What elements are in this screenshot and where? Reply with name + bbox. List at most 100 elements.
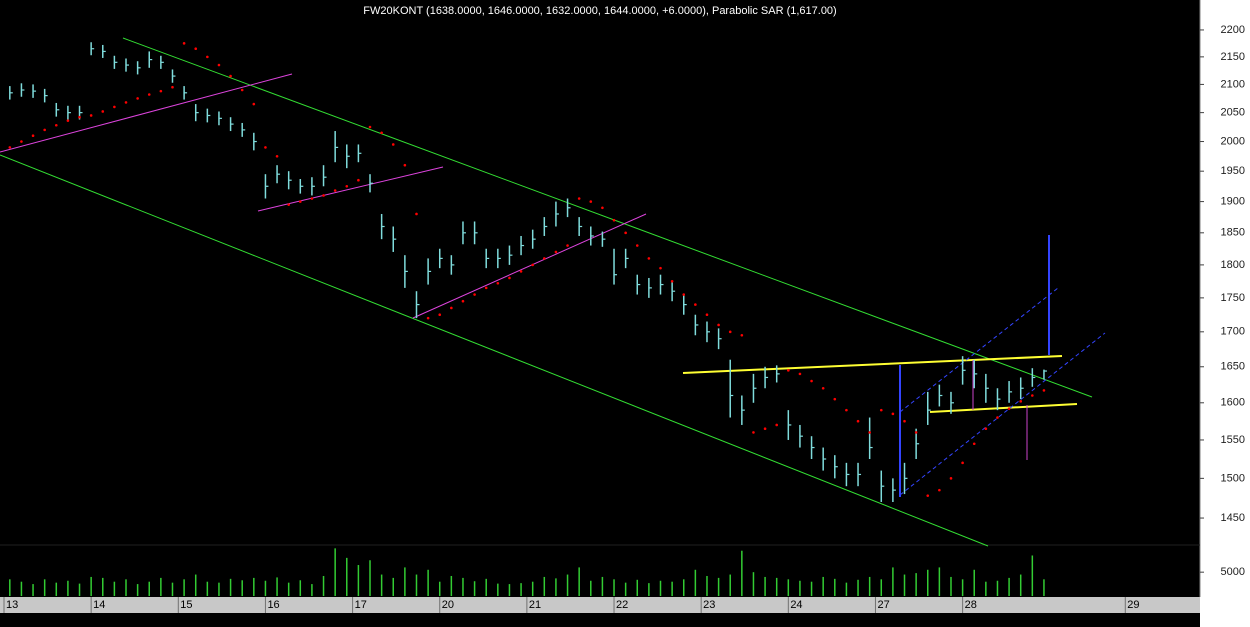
volume-bar <box>20 581 23 596</box>
volume-bar <box>9 579 11 596</box>
sar-dot <box>914 431 918 434</box>
sar-dot <box>856 419 860 423</box>
volume-bar <box>985 581 987 596</box>
sar-dot <box>252 102 256 106</box>
sar-dot <box>101 110 105 113</box>
sar-dot <box>8 146 12 149</box>
volume-bar <box>996 580 999 596</box>
sar-dot <box>333 189 337 192</box>
volume-bar <box>1043 579 1045 596</box>
sar-dot <box>1042 389 1046 392</box>
sar-dot <box>694 303 697 306</box>
volume-bar <box>845 582 848 596</box>
sar-dot <box>217 63 221 67</box>
volume-bar <box>125 579 127 596</box>
volume-bar <box>90 576 92 596</box>
sar-dot <box>1031 394 1034 397</box>
x-tick-label: 20 <box>442 599 454 611</box>
sar-dot <box>949 477 953 480</box>
sar-dot <box>438 313 442 317</box>
sar-dot <box>589 200 593 203</box>
sar-dot <box>659 266 662 270</box>
x-tick-label: 14 <box>93 599 105 611</box>
sar-dot <box>787 369 790 372</box>
sar-dot <box>775 423 778 427</box>
volume-bar <box>927 569 929 596</box>
volume-bar <box>892 567 894 596</box>
volume-bar <box>822 576 824 596</box>
volume-bar <box>404 567 406 596</box>
x-tick-label: 23 <box>703 599 715 611</box>
volume-bar <box>148 581 150 596</box>
volume-bar <box>497 583 499 596</box>
sar-dot <box>403 163 407 167</box>
volume-bar <box>113 581 116 596</box>
y-tick-label: 2000 <box>1221 135 1245 147</box>
volume-bar <box>973 569 975 596</box>
y-tick-label: 1900 <box>1221 195 1245 207</box>
volume-bar <box>799 580 801 596</box>
volume-bar <box>880 579 883 596</box>
sar-dot <box>345 184 349 188</box>
resistance-line <box>682 355 1063 374</box>
volume-bar <box>729 574 731 596</box>
sar-dot <box>647 257 651 260</box>
volume-bar <box>520 583 522 596</box>
volume-bar <box>427 569 429 596</box>
sar-dot <box>147 93 151 96</box>
sar-dot <box>531 263 534 267</box>
y-tick-label: 1650 <box>1221 361 1245 373</box>
sar-dot <box>926 494 930 497</box>
sar-dot <box>78 115 81 119</box>
volume-bar <box>764 576 766 596</box>
sar-dot <box>287 203 290 206</box>
y-tick-label: 1550 <box>1221 434 1245 446</box>
x-tick-label: 29 <box>1127 599 1139 611</box>
volume-bar <box>392 577 395 596</box>
sar-dot <box>577 197 581 200</box>
sar-dot <box>1019 400 1023 403</box>
volume-bar <box>287 582 290 596</box>
y-tick-label: 2150 <box>1221 51 1245 63</box>
sar-dot <box>182 42 186 45</box>
sar-dot <box>519 270 523 273</box>
volume-bar <box>253 577 255 596</box>
volume-bar <box>102 577 104 596</box>
sar-dot <box>763 427 767 430</box>
sar-dot <box>113 105 116 109</box>
volume-bar <box>613 579 615 596</box>
volume-bar <box>67 580 69 596</box>
right-axis-panel <box>1200 0 1250 627</box>
x-tick-label: 24 <box>790 599 802 611</box>
y-tick-label: 2100 <box>1221 78 1245 90</box>
sar-dot <box>171 85 174 89</box>
sar-dot <box>740 333 744 337</box>
sar-dot <box>670 279 674 283</box>
volume-bar <box>55 582 58 596</box>
volume-bar <box>473 581 476 596</box>
trend-line <box>412 213 647 319</box>
volume-bar <box>868 576 871 596</box>
sar-dot <box>810 379 813 383</box>
y-tick-label: 1800 <box>1221 259 1245 271</box>
volume-bar <box>311 584 313 596</box>
sar-dot <box>717 323 720 327</box>
x-tick-label: 28 <box>965 599 977 611</box>
y-tick-label: 1450 <box>1221 512 1245 524</box>
sar-dot <box>66 119 70 122</box>
sar-dot <box>415 212 418 216</box>
volume-bars <box>9 548 1045 596</box>
volume-bar <box>752 572 755 596</box>
sar-dot <box>298 200 302 203</box>
sar-dot <box>496 281 500 285</box>
volume-bar <box>78 583 81 596</box>
volume-bar <box>950 576 952 596</box>
volume-bar <box>915 573 917 596</box>
volume-bar <box>357 565 360 596</box>
volume-bar <box>322 575 325 596</box>
y-tick-label: 1950 <box>1221 165 1245 177</box>
sar-dot <box>972 442 976 446</box>
volume-bar <box>659 580 662 596</box>
y-tick-label: 1700 <box>1221 326 1245 338</box>
volume-bar <box>741 550 743 596</box>
